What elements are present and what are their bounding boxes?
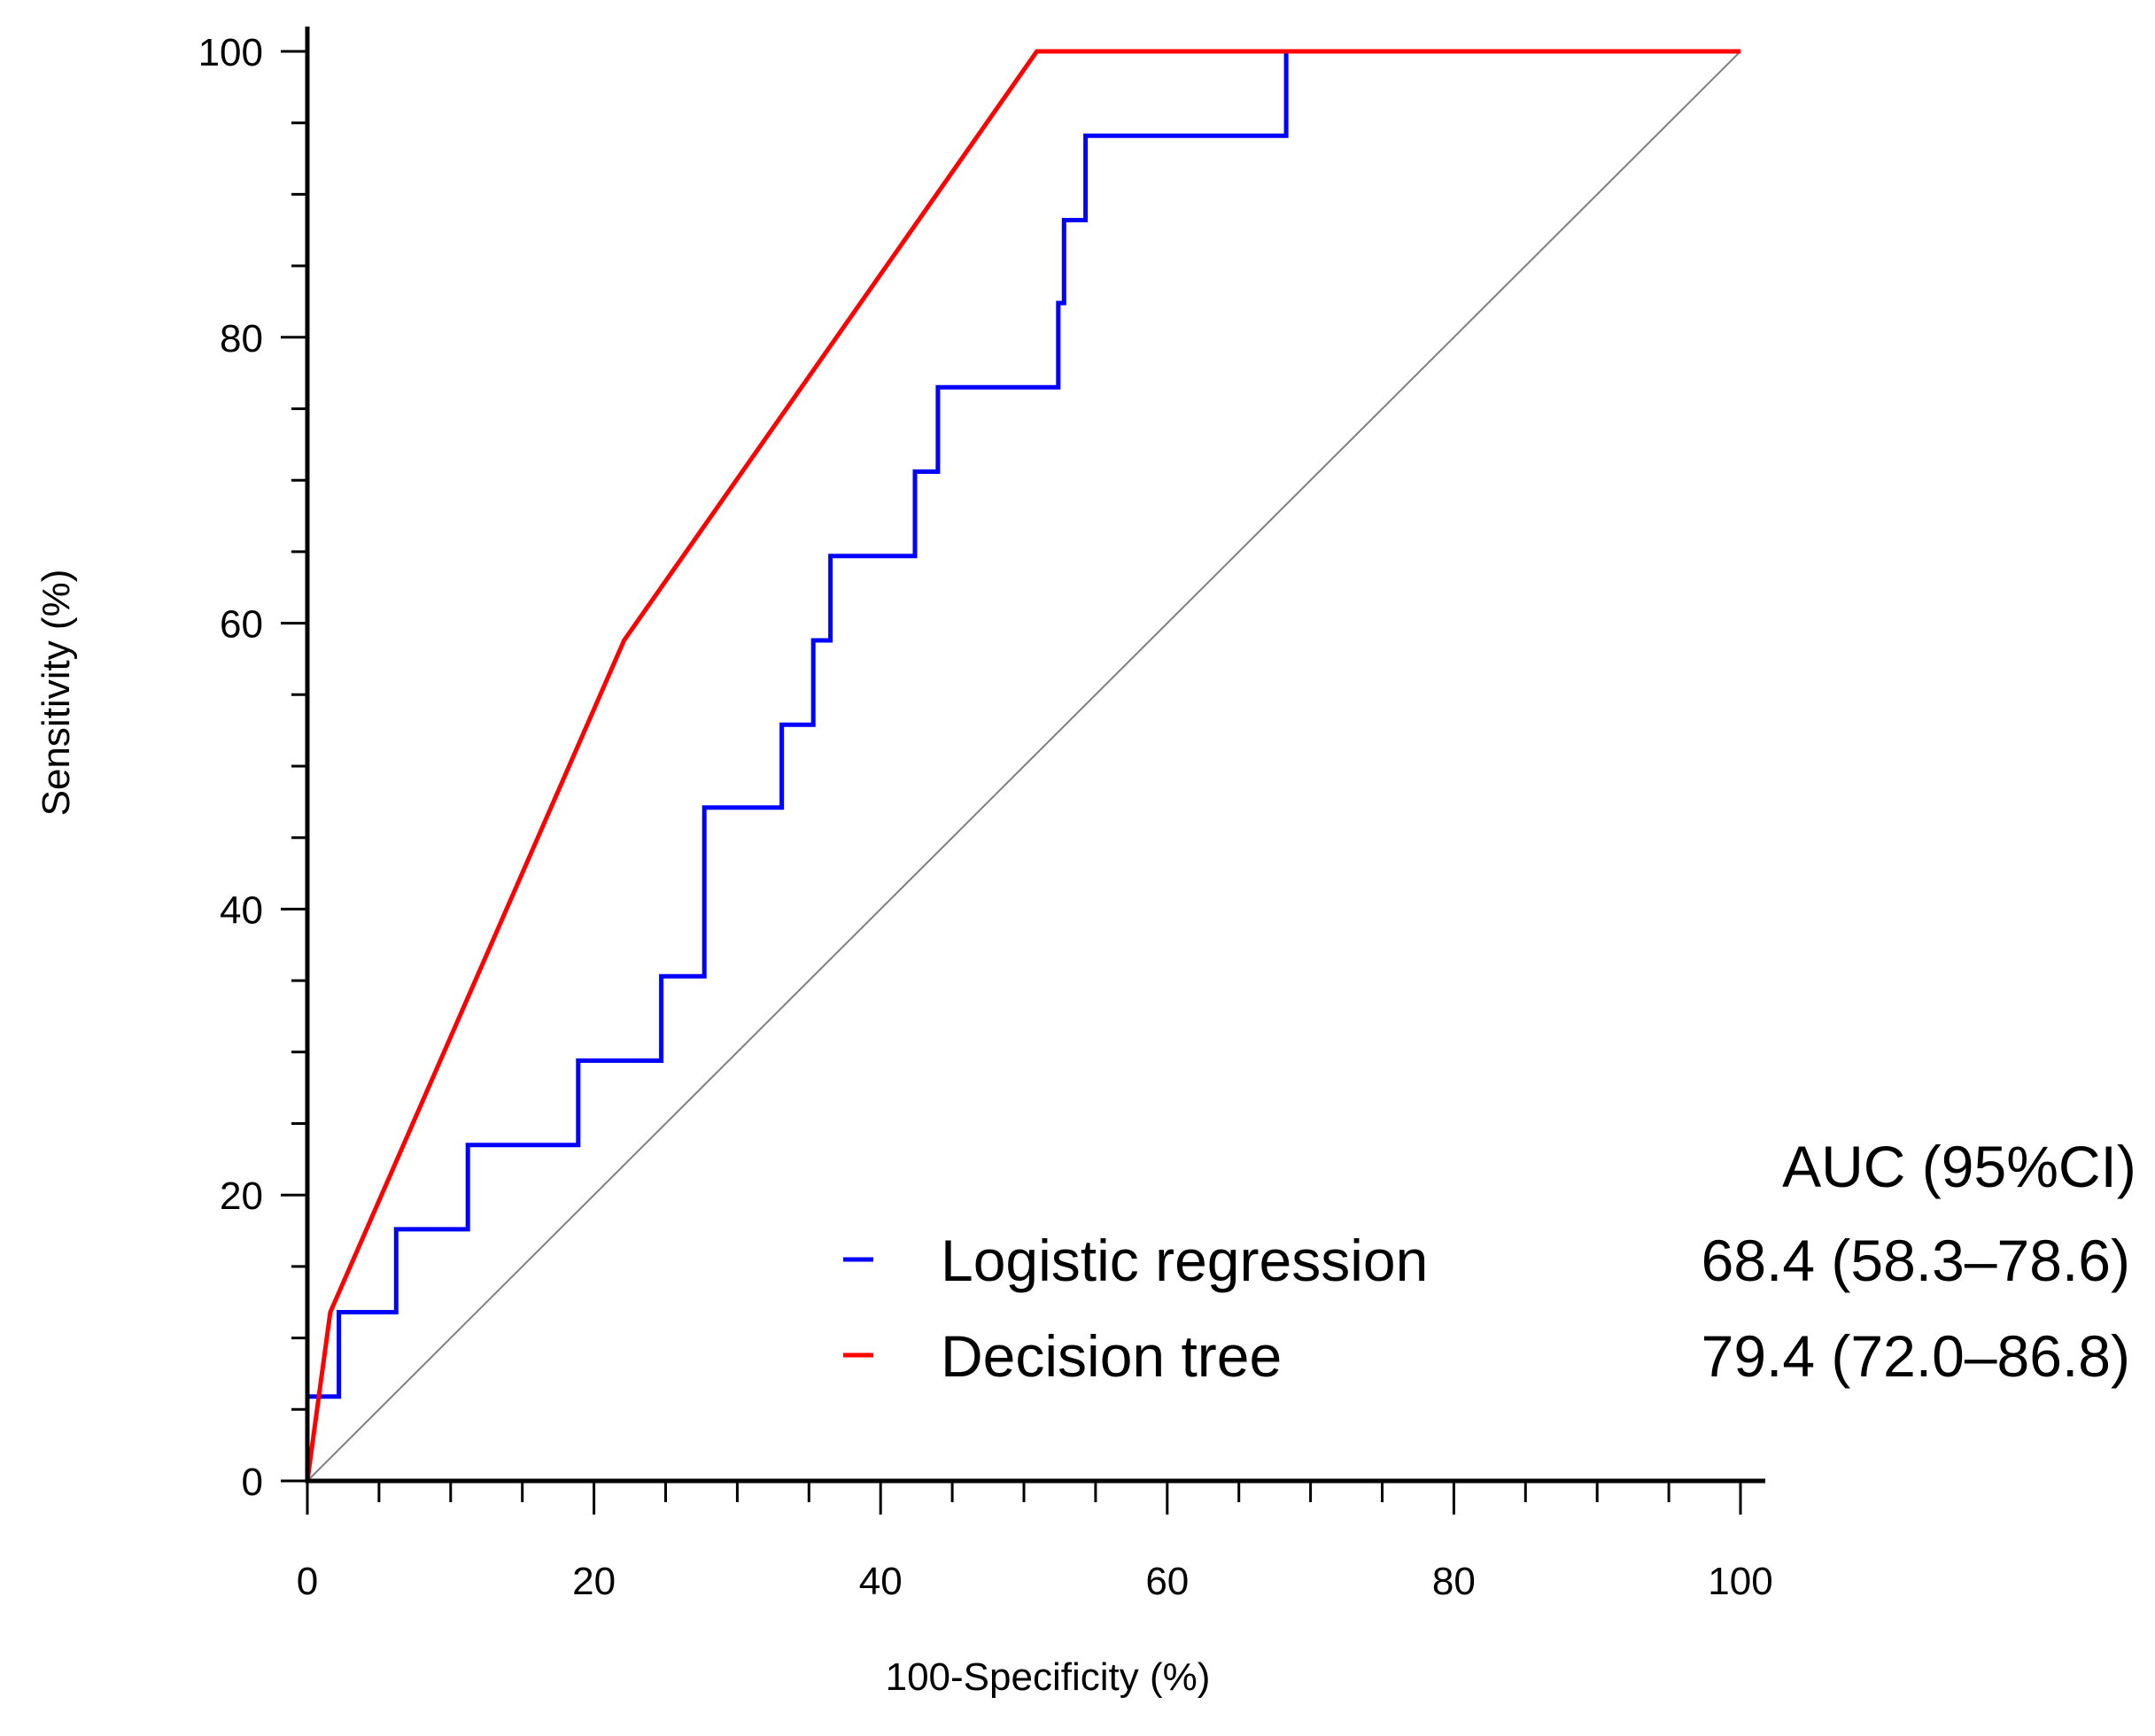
y-tick-label-100: 100 <box>198 31 263 74</box>
series-line-reference <box>306 50 1741 1482</box>
y-tick-label-40: 40 <box>220 888 263 932</box>
series-line-logistic-regression <box>305 49 1740 1481</box>
x-tick-label-80: 80 <box>1432 1560 1476 1603</box>
axes-layer <box>305 27 1765 1484</box>
y-tick-label-20: 20 <box>220 1174 263 1218</box>
series-layer <box>305 49 1741 1482</box>
y-tick-label-60: 60 <box>220 603 263 647</box>
legend-label-decision-tree: Decision tree <box>941 1323 1282 1389</box>
series-line-decision-tree <box>305 49 1740 1482</box>
legend-auc-decision-tree: 79.4 (72.0–86.8) <box>1702 1323 2130 1389</box>
x-tick-label-100: 100 <box>1708 1560 1772 1603</box>
legend-auc-logistic-regression: 68.4 (58.3–78.6) <box>1702 1228 2130 1293</box>
y-tick-label-0: 0 <box>242 1461 263 1504</box>
legend: AUC (95%CI) Logistic regression 68.4 (58… <box>843 1134 2136 1389</box>
ticks-layer <box>281 50 1742 1515</box>
y-tick-label-80: 80 <box>220 317 263 360</box>
x-tick-label-60: 60 <box>1145 1560 1189 1603</box>
legend-label-logistic-regression: Logistic regression <box>941 1228 1428 1293</box>
y-axis-title: Sensitivity (%) <box>35 570 78 817</box>
x-tick-label-0: 0 <box>297 1560 318 1603</box>
legend-header: AUC (95%CI) <box>1782 1134 2136 1199</box>
tick-labels-layer: 0 20 40 60 80 100 0 20 40 60 80 100 <box>198 31 1773 1603</box>
x-axis-title: 100-Specificity (%) <box>886 1655 1211 1699</box>
x-tick-label-20: 20 <box>572 1560 616 1603</box>
x-tick-label-40: 40 <box>859 1560 903 1603</box>
